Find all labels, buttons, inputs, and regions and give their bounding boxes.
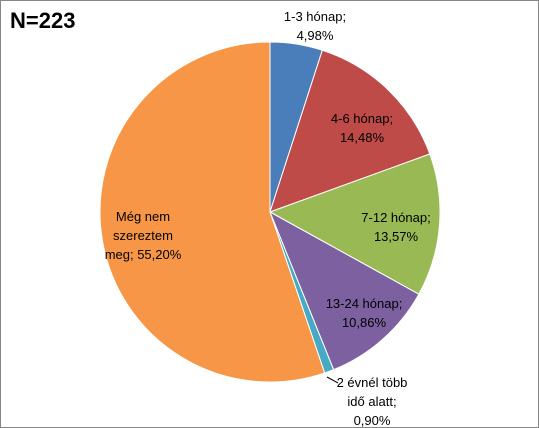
data-label-line: idő alatt; [347,394,396,409]
data-label-line: 1-3 hónap; [284,9,346,24]
data-label-line: 13-24 hónap; [326,296,403,311]
data-label: 1-3 hónap; 4,98% [284,9,346,43]
pie-slice [269,49,431,213]
data-label: 7-12 hónap; 13,57% [361,210,430,244]
pie-slice [99,41,326,383]
data-label-line: Még nem [116,209,170,224]
chart-title: N=223 [10,8,75,33]
data-label-line: 13,57% [374,229,419,244]
data-label-line: 7-12 hónap; [361,210,430,225]
data-label-line: 0,90% [354,413,391,428]
data-label-line: szereztem [113,228,173,243]
data-label: 13-24 hónap; 10,86% [326,296,403,330]
pie-slice [269,210,420,371]
data-label: 2 évnél több idő alatt; 0,90% [337,375,408,428]
leader-line [326,376,339,384]
data-label-line: 4,98% [297,28,334,43]
data-label-line: meg; 55,20% [105,247,182,262]
data-label: 4-6 hónap; 14,48% [331,111,393,145]
data-label-line: 2 évnél több [337,375,408,390]
data-label-line: 4-6 hónap; [331,111,393,126]
data-label-line: 14,48% [340,130,385,145]
pie-slice [268,153,441,295]
data-label-line: 10,86% [342,315,387,330]
data-label: Még nem szereztem meg; 55,20% [105,209,182,262]
